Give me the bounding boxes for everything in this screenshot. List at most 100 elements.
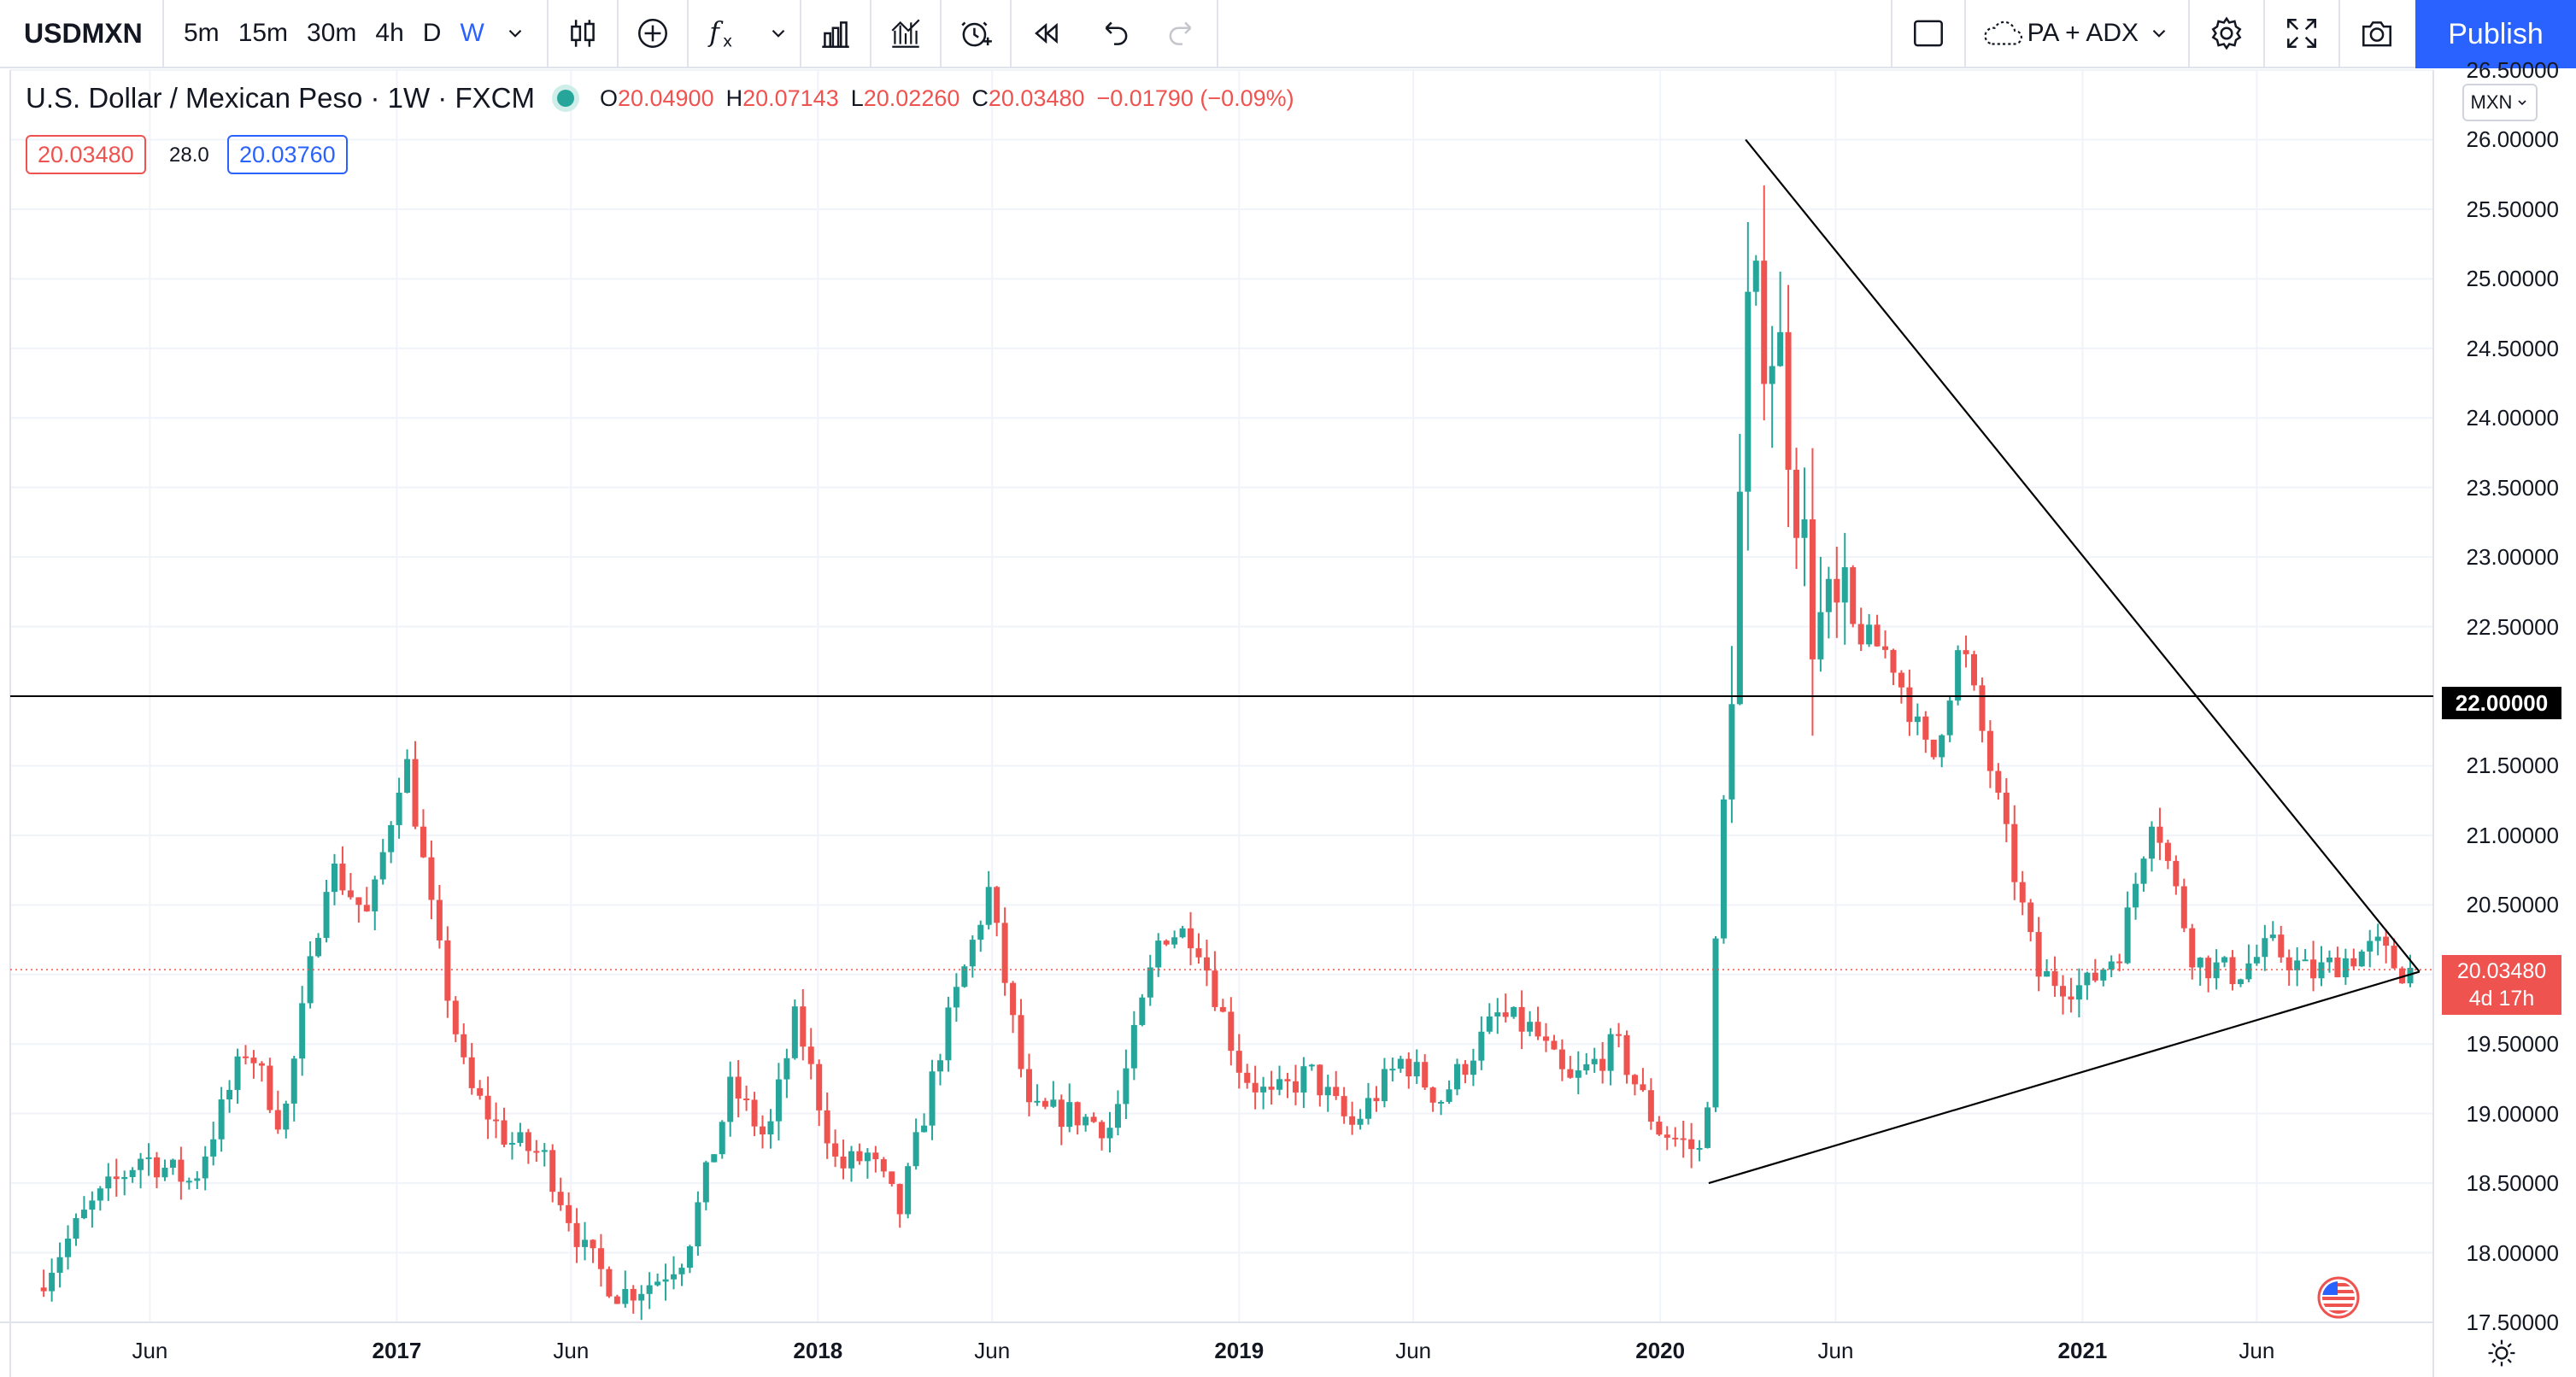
candle [40,1287,47,1292]
candle [323,892,330,938]
candle [80,1210,87,1219]
candle [508,1142,515,1145]
camera-icon[interactable] [2340,0,2414,67]
candle [428,857,435,900]
interval-d[interactable]: D [422,19,442,47]
candle [1147,967,1153,998]
interval-4h[interactable]: 4h [375,19,404,47]
ohlc-open: O20.04900 [599,85,714,111]
candle [1300,1066,1307,1093]
candle [2084,972,2091,986]
candle [1042,1100,1048,1107]
templates-icon[interactable] [871,0,940,67]
candle [1841,567,1848,603]
chevron-down-icon[interactable] [494,0,537,67]
candle [2164,842,2171,861]
candle [1817,612,1824,659]
candle [912,1132,919,1167]
fullscreen-icon[interactable] [2265,0,2338,67]
candle [2124,907,2131,964]
candle [1809,519,1816,659]
market-status-icon[interactable] [556,90,574,107]
candle [372,879,378,911]
candle [169,1159,176,1169]
interval-30m[interactable]: 30m [307,19,357,47]
buy-price-button[interactable]: 20.03760 [227,135,348,174]
candle [678,1268,685,1274]
candle [2092,972,2098,981]
candle [751,1099,758,1127]
financials-icon[interactable] [801,0,870,67]
price-tick-label: 18.00000 [2466,1239,2559,1266]
candle [2075,985,2082,1000]
alert-icon[interactable] [942,0,1010,67]
candlestick-icon[interactable] [549,0,617,67]
candle [864,1152,871,1162]
candle [1050,1099,1057,1107]
candle [1058,1099,1065,1128]
candle [1640,1084,1646,1091]
add-compare-icon[interactable] [619,0,687,67]
candle [1341,1096,1347,1116]
candle [702,1162,709,1203]
candle [1123,1068,1130,1105]
candle [840,1156,847,1169]
candle [1357,1118,1364,1125]
ohlc-change: −0.01790 (−0.09%) [1096,85,1294,111]
candle [1114,1104,1121,1128]
time-tick-label: Jun [1395,1338,1432,1363]
candle [1034,1100,1041,1103]
interval-w[interactable]: W [460,19,484,47]
toolbar-divider [869,0,871,67]
settings-icon[interactable] [2190,0,2263,67]
chevron-down-icon[interactable] [757,0,800,67]
candle [194,1178,201,1181]
redo-icon[interactable] [1148,0,1217,67]
layout-icon[interactable] [1892,0,1964,67]
candle [396,793,402,825]
chevron-down-icon[interactable] [2139,0,2180,67]
symbol-description[interactable]: U.S. Dollar / Mexican Peso · 1W · FXCM [26,82,535,114]
publish-button[interactable]: Publish [2415,0,2576,68]
candle [606,1269,613,1297]
toolbar-divider [2263,0,2265,67]
candle [1446,1089,1452,1102]
candle [2100,970,2107,981]
candle [856,1151,863,1162]
layout-selector[interactable]: PA + ADX [1966,0,2188,67]
toolbar-divider [799,0,801,67]
interval-5m[interactable]: 5m [184,19,220,47]
candle [1914,716,1921,723]
symbol-search[interactable]: USDMXN [24,17,143,49]
candle [1478,1031,1485,1061]
candle [2213,962,2220,979]
theme-settings-icon[interactable] [2486,1338,2517,1368]
interval-15m[interactable]: 15m [238,19,289,47]
toolbar-divider [2188,0,2190,67]
candle [1825,578,1832,612]
currency-selector[interactable]: MXN [2462,84,2538,121]
candle [2383,936,2390,946]
ohlc-low: L20.02260 [850,85,960,111]
candle [711,1154,718,1163]
candle [1494,1012,1501,1017]
candle [1413,1062,1420,1077]
candle [1591,1058,1598,1064]
candle [121,1176,128,1180]
candle [566,1204,572,1223]
undo-icon[interactable] [1080,0,1148,67]
candle [1074,1102,1081,1126]
flag-icon[interactable] [2317,1276,2360,1319]
candle [2035,932,2042,977]
candle [1558,1049,1565,1069]
sell-price-button[interactable]: 20.03480 [26,135,146,174]
candle [363,905,370,911]
toolbar-divider [546,0,549,67]
candle [129,1169,136,1177]
replay-icon[interactable] [1012,0,1080,67]
candle [2027,902,2034,933]
candle [816,1064,823,1110]
